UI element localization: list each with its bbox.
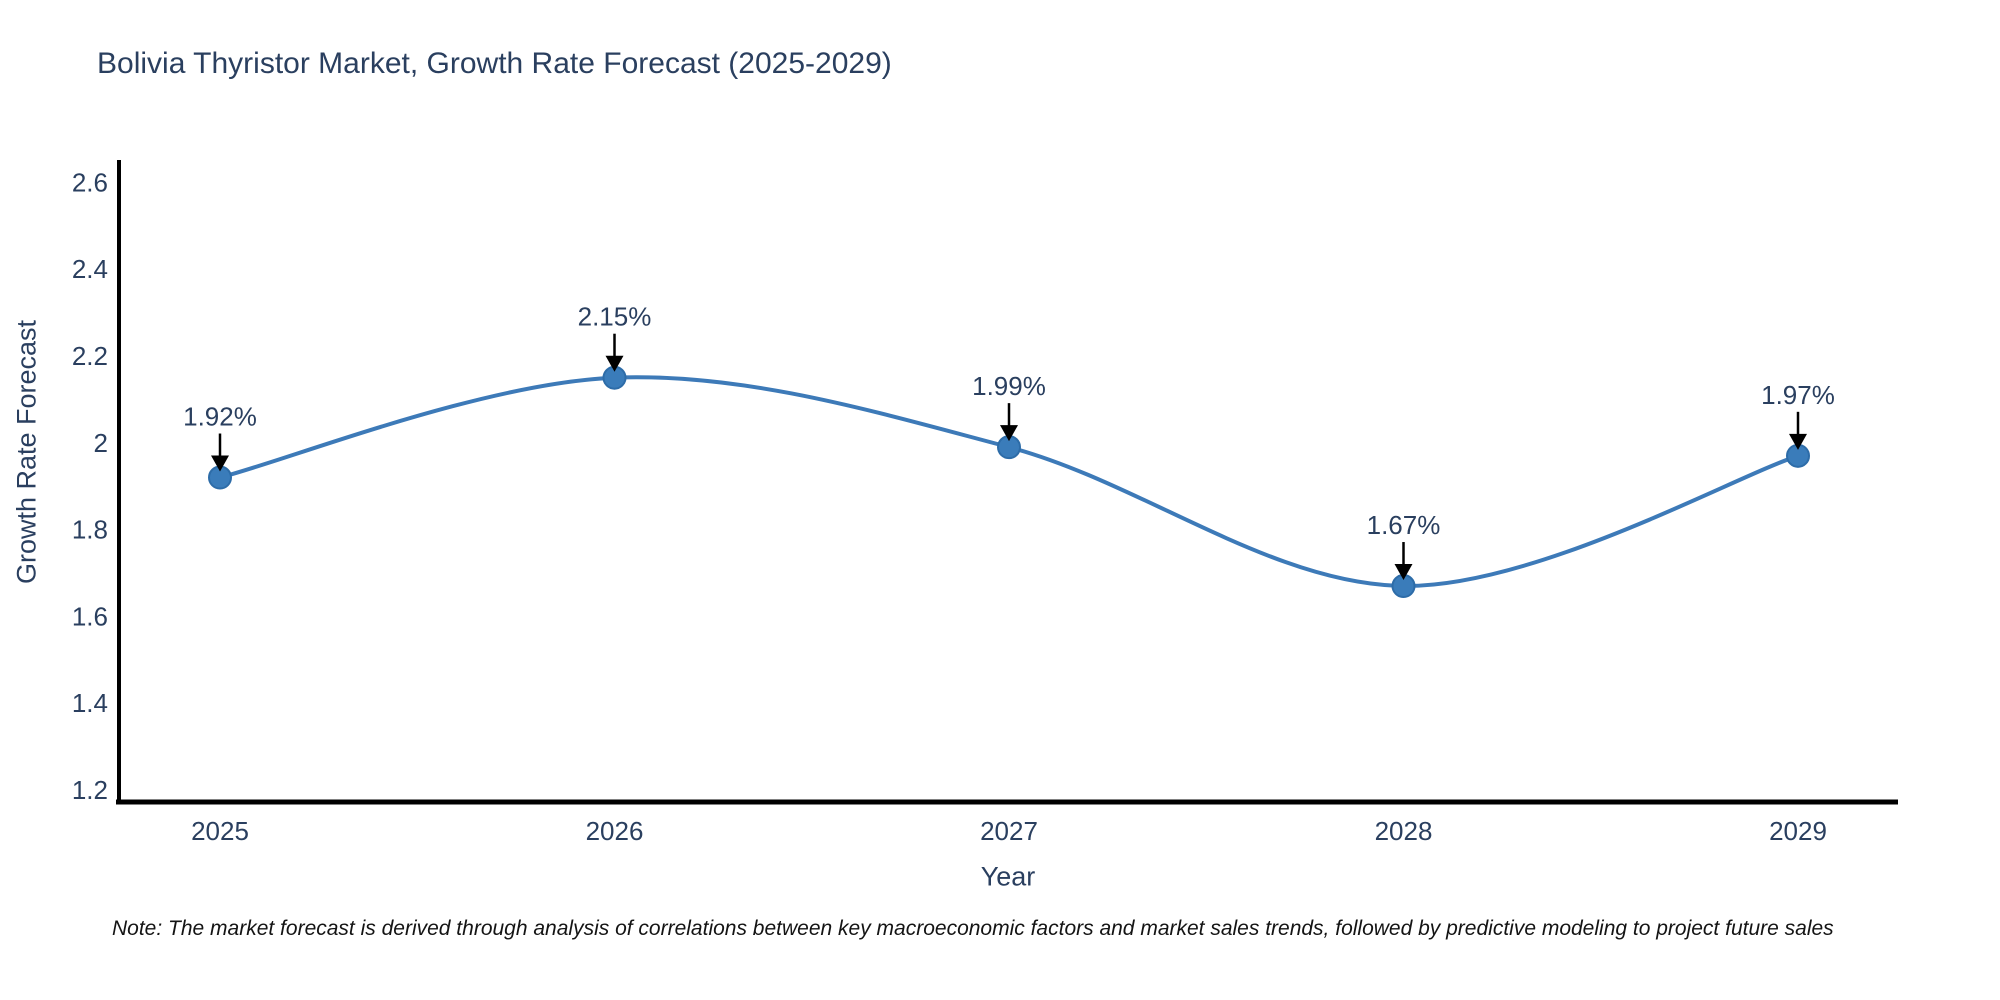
x-tick-label: 2029 — [1769, 816, 1827, 846]
annotation-arrow-head — [1000, 425, 1018, 442]
chart-title: Bolivia Thyristor Market, Growth Rate Fo… — [97, 47, 892, 80]
y-tick-label: 2.6 — [72, 167, 108, 197]
y-tick-label: 1.4 — [72, 688, 108, 718]
annotation-label: 1.92% — [183, 402, 257, 432]
annotation-label: 1.67% — [1367, 510, 1441, 540]
x-tick-label: 2025 — [191, 816, 249, 846]
annotation-arrow-head — [1789, 433, 1807, 450]
annotation-arrow-head — [211, 455, 229, 472]
y-tick-label: 1.8 — [72, 515, 108, 545]
x-tick-label: 2028 — [1375, 816, 1433, 846]
x-tick-label: 2027 — [980, 816, 1038, 846]
annotation-label: 2.15% — [578, 302, 652, 332]
annotation-label: 1.97% — [1761, 380, 1835, 410]
x-tick-label: 2026 — [586, 816, 644, 846]
annotation-arrow-head — [1394, 564, 1413, 581]
footnote: Note: The market forecast is derived thr… — [112, 917, 1834, 940]
y-tick-label: 2.2 — [72, 341, 108, 371]
annotation-arrow-head — [605, 355, 624, 372]
y-tick-label: 2 — [94, 428, 108, 458]
annotation-label: 1.99% — [972, 371, 1046, 401]
y-tick-label: 1.2 — [72, 775, 108, 805]
x-axis-title: Year — [980, 861, 1036, 892]
y-tick-label: 2.4 — [72, 254, 108, 284]
y-tick-label: 1.6 — [72, 601, 108, 631]
